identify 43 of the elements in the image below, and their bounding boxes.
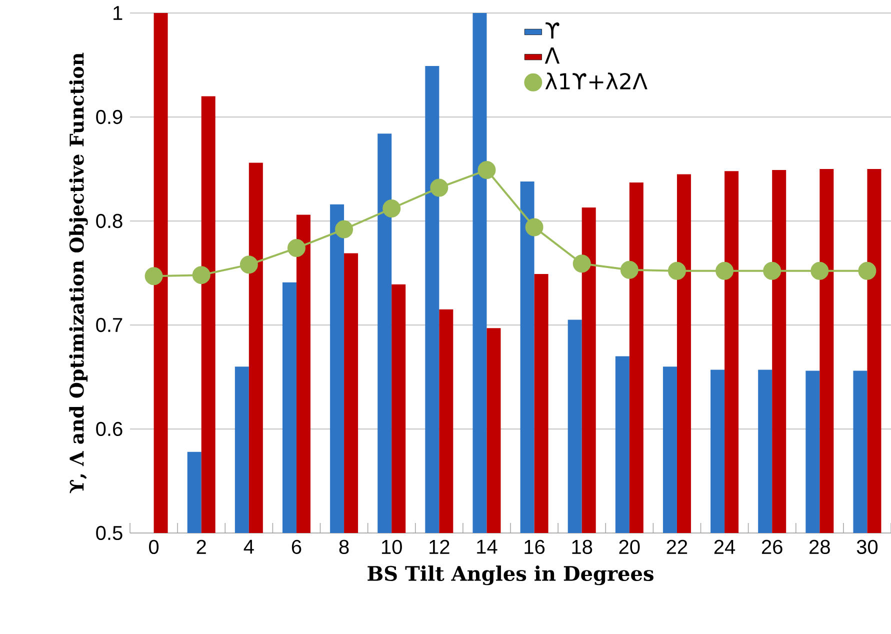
y-tick-label: 1	[114, 6, 122, 20]
point	[478, 161, 496, 180]
point	[525, 218, 544, 236]
point	[810, 262, 829, 280]
y-tick-label: 0.8	[96, 214, 122, 228]
x-tick-label: 6	[292, 540, 302, 554]
x-tick-label: 28	[810, 540, 830, 554]
x-tick-label: 20	[619, 540, 640, 554]
x-tick-label: 30	[856, 540, 878, 554]
x-tick-label: 2	[196, 540, 206, 554]
x-axis-title: BS Tilt Angles in Degrees	[368, 566, 654, 586]
x-tick-label: 4	[244, 540, 254, 554]
point	[620, 260, 638, 279]
x-tick-label: 26	[762, 540, 782, 554]
point	[192, 266, 210, 284]
y-tick-label: 0.7	[96, 318, 122, 332]
y-tick-label: 0.6	[96, 422, 122, 436]
point	[382, 200, 401, 218]
point	[335, 220, 354, 238]
point	[287, 239, 306, 258]
x-tick-label: 8	[339, 540, 349, 554]
x-tick-label: 18	[572, 540, 592, 554]
x-tick-label: 16	[524, 540, 545, 554]
point	[668, 262, 686, 280]
x-tick-label: 0	[149, 540, 159, 554]
point	[572, 254, 591, 273]
legend-label: λ1ϒ+λ2Λ	[545, 72, 648, 90]
x-tick-label: 12	[430, 540, 450, 554]
point	[430, 178, 448, 197]
point	[858, 262, 876, 280]
y-tick-label: 0.5	[96, 526, 122, 540]
x-tick-label: 24	[714, 540, 736, 554]
y-tick-label: 0.9	[96, 110, 122, 124]
point	[240, 256, 258, 274]
point	[716, 262, 734, 280]
legend-label: Λ	[544, 48, 560, 64]
point	[144, 267, 163, 286]
y-axis-title: ϒ, Λ and Optimization Objective Function	[69, 52, 88, 494]
legend-label: ϒ	[546, 22, 560, 39]
point	[763, 262, 782, 280]
x-tick-label: 14	[477, 540, 498, 554]
x-tick-label: 22	[666, 540, 688, 554]
x-tick-label: 10	[382, 540, 402, 554]
